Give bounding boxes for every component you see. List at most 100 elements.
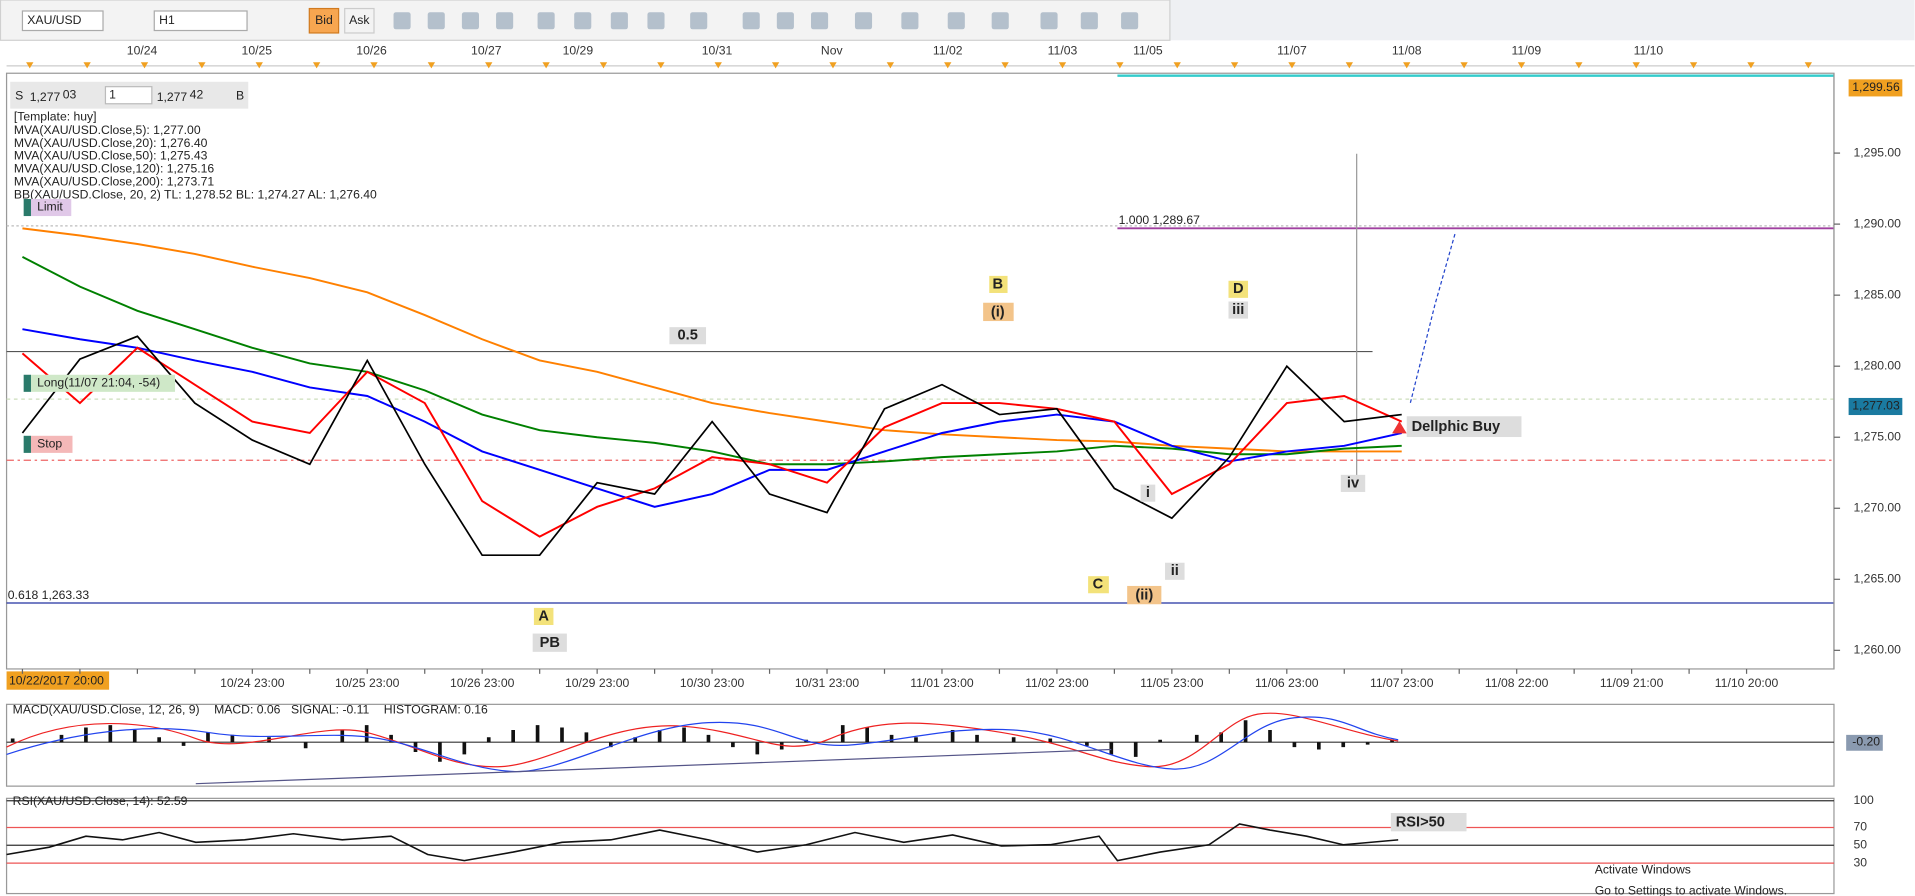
bid-button[interactable] (308, 7, 340, 34)
wave-iv: iv (1347, 475, 1360, 491)
flag-top-bg (1848, 79, 1903, 97)
ask-label: Ask (349, 13, 370, 27)
time-marker (370, 62, 378, 69)
quote-bid-small: 03 (63, 87, 77, 101)
ask-button[interactable] (344, 7, 375, 34)
top-date: 11/07 (1277, 43, 1307, 57)
tool-icon[interactable] (991, 12, 1009, 30)
time-marker (829, 62, 837, 69)
tool-icon[interactable] (690, 12, 708, 30)
tool-icon[interactable] (647, 12, 665, 30)
x-tick-label: 10/29 23:00 (565, 676, 630, 690)
tool-icon[interactable] (776, 12, 794, 30)
price-axis: 1,295.00 1,290.00 1,285.00 1,280.00 1,275.00… (1833, 145, 1902, 657)
time-marker (1689, 62, 1698, 69)
time-marker (1288, 62, 1296, 69)
time-marker (1575, 62, 1583, 69)
macd-trend (195, 748, 1112, 785)
top-date: 10/27 (471, 43, 502, 57)
time-marker (599, 62, 608, 69)
tag-bg (1140, 484, 1156, 502)
fib-618: 0.618 1,263.33 (8, 588, 90, 602)
tag-bg (1228, 301, 1249, 319)
top-date: 11/09 (1512, 43, 1542, 57)
macd-title: MACD(XAU/USD.Close, 12, 26, 9) (13, 703, 200, 717)
flag-current: 1,277.03 (1852, 399, 1900, 413)
time-marker (771, 62, 780, 69)
tool-icon[interactable] (610, 12, 628, 30)
limit-box[interactable] (30, 198, 72, 217)
rsi-levels: 100 70 50 30 (6, 793, 1875, 869)
wave-a: A (538, 608, 549, 624)
tool-icon[interactable] (574, 12, 592, 30)
time-marker (1460, 62, 1468, 69)
timeframe-select[interactable] (153, 10, 248, 32)
x-tick-label: 10/26 23:00 (450, 676, 515, 690)
macd-histogram (10, 720, 1394, 762)
tag-bg (983, 302, 1014, 322)
signal-line (6, 716, 1399, 773)
quote-s: S (15, 89, 23, 103)
rsi-title: RSI(XAU/USD.Close, 14): 52.59 (13, 794, 188, 808)
top-date: 10/25 (242, 43, 273, 57)
y-tick-label: 1,275.00 (1854, 429, 1902, 443)
x-tick-label: 11/09 21:00 (1600, 676, 1664, 690)
wave-c: C (1093, 577, 1104, 593)
top-date: Nov (821, 43, 844, 57)
time-marker (1747, 62, 1755, 69)
flag-current-bg (1848, 397, 1903, 416)
long-box[interactable] (30, 374, 176, 392)
rsi-level-label: 50 (1854, 837, 1868, 851)
time-marker (198, 62, 206, 69)
macd-axis-bg (1846, 734, 1883, 751)
tool-icon[interactable] (393, 12, 411, 30)
tool-icon[interactable] (537, 12, 555, 30)
x-tick-label: 10/24 23:00 (220, 676, 285, 690)
tool-icon[interactable] (496, 12, 514, 30)
top-date-row (6, 41, 1911, 66)
tool-icon[interactable] (1040, 12, 1058, 30)
tool-icon[interactable] (854, 12, 873, 30)
long-handle[interactable] (23, 374, 31, 392)
quote-lot: 1 (109, 87, 116, 101)
time-marker (1345, 62, 1354, 69)
time-marker (1058, 62, 1067, 69)
tag-bg (532, 633, 567, 652)
stop-handle[interactable] (23, 435, 31, 453)
tag-bg (989, 275, 1008, 293)
stop-box[interactable] (30, 435, 73, 453)
tool-icon[interactable] (947, 12, 965, 30)
timeframe: H1 (159, 13, 175, 27)
tool-icon[interactable] (901, 12, 919, 30)
toolbar-icons (393, 12, 1139, 30)
y-tick-label: 1,270.00 (1854, 500, 1902, 514)
cursor-date-bg (6, 671, 110, 690)
rsi-level-label: 100 (1854, 793, 1875, 807)
lot-input[interactable] (104, 86, 153, 105)
tool-icon[interactable] (1121, 12, 1139, 30)
time-marker (312, 62, 321, 69)
fib-100: 1.000 1,289.67 (1119, 213, 1201, 227)
x-tick-label: 10/31 23:00 (795, 676, 860, 690)
tool-icon[interactable] (1080, 12, 1098, 30)
symbol-select[interactable] (21, 10, 104, 32)
macd-hist: HISTOGRAM: 0.16 (384, 703, 488, 717)
time-marker (657, 62, 665, 69)
time-axis: 10/24 23:00 10/25 23:00 10/26 23:00 10/29 2… (21, 668, 1779, 690)
tool-icon[interactable] (742, 12, 760, 30)
tool-icon[interactable] (811, 12, 829, 30)
wave-ii: ii (1171, 563, 1179, 579)
limit-handle[interactable] (23, 198, 31, 217)
wave-iii: iii (1232, 302, 1244, 318)
annotations: 0.5 B (i) D iii A PB C (ii) i ii iv Dell… (532, 275, 1522, 652)
tool-icon[interactable] (461, 12, 479, 30)
stop: Stop (37, 437, 62, 451)
wave-d: D (1233, 281, 1244, 297)
limit: Limit (37, 200, 63, 214)
wave-ii-paren: (ii) (1135, 588, 1153, 604)
macd-value: MACD: 0.06 (214, 703, 281, 717)
tool-icon[interactable] (427, 12, 445, 30)
series-line (22, 328, 1402, 508)
quote-ask-small: 42 (190, 87, 204, 101)
